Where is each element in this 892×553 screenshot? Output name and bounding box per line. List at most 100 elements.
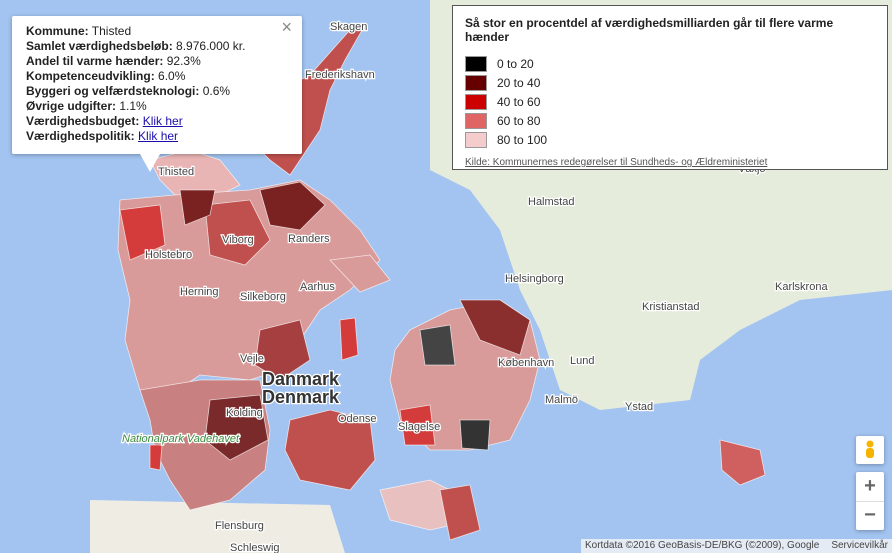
info-label: Byggeri og velfærdsteknologi: xyxy=(26,84,200,98)
region xyxy=(719,439,766,486)
legend-label: 0 to 20 xyxy=(497,56,534,71)
region xyxy=(179,189,216,226)
region xyxy=(204,199,271,266)
region xyxy=(329,254,391,293)
info-label: Kompetenceudvikling: xyxy=(26,69,155,83)
region xyxy=(439,484,481,541)
region xyxy=(459,299,531,356)
region xyxy=(459,419,491,451)
place-label: Slagelse xyxy=(398,421,440,433)
place-label: Malmö xyxy=(545,394,578,406)
legend-swatch xyxy=(465,112,487,129)
info-row: Byggeri og velfærdsteknologi: 0.6% xyxy=(26,84,288,99)
info-label: Værdighedspolitik: xyxy=(26,129,135,143)
region xyxy=(284,409,376,491)
legend-swatch xyxy=(465,74,487,91)
legend-label: 20 to 40 xyxy=(497,75,541,90)
info-label: Værdighedsbudget: xyxy=(26,114,140,128)
info-row: Værdighedsbudget: Klik her xyxy=(26,114,288,129)
info-value: 0.6% xyxy=(202,84,231,98)
place-label: København xyxy=(498,357,554,369)
place-label: Vejle xyxy=(240,353,264,365)
legend-label: 40 to 60 xyxy=(497,94,541,109)
place-label: Thisted xyxy=(158,166,194,178)
place-label: Aarhus xyxy=(300,281,335,293)
place-label: Lund xyxy=(570,355,594,367)
legend-items: 0 to 20 20 to 40 40 to 60 60 to 80 80 to 100 xyxy=(461,54,879,149)
place-label: Schleswig xyxy=(230,542,280,553)
info-link[interactable]: Klik her xyxy=(142,114,183,128)
place-label: Herning xyxy=(180,286,219,298)
legend-item: 20 to 40 xyxy=(465,73,879,92)
info-value: 8.976.000 kr. xyxy=(176,39,246,53)
place-label: Viborg xyxy=(222,234,254,246)
place-label: Holstebro xyxy=(145,249,192,261)
place-label: Silkeborg xyxy=(240,291,286,303)
info-label: Samlet værdighedsbeløb: xyxy=(26,39,173,53)
legend-item: 60 to 80 xyxy=(465,111,879,130)
info-row: Værdighedspolitik: Klik her xyxy=(26,129,288,144)
pegman[interactable] xyxy=(856,436,884,464)
place-label: Kolding xyxy=(226,407,263,419)
place-label: Helsingborg xyxy=(505,273,564,285)
place-label: Halmstad xyxy=(528,196,574,208)
place-label: Frederikshavn xyxy=(305,69,375,81)
info-value: 92.3% xyxy=(166,54,201,68)
info-value: Thisted xyxy=(91,24,132,38)
park-label: Nationalpark Vadehavet xyxy=(122,433,240,445)
region xyxy=(399,404,436,446)
legend-swatch xyxy=(465,93,487,110)
legend-label: 80 to 100 xyxy=(497,132,548,147)
source-link[interactable]: Kilde: Kommunernes redegørelser til Sund… xyxy=(465,157,768,168)
zoom-out[interactable]: − xyxy=(856,501,884,531)
map-labels: Skagen Frederikshavn Thisted Viborg Rand… xyxy=(121,20,830,553)
region xyxy=(204,394,269,461)
region xyxy=(339,317,359,361)
legend-label: 60 to 80 xyxy=(497,113,541,128)
place-label: Skagen xyxy=(330,21,367,33)
legend-title: Så stor en procentdel af værdighedsmilli… xyxy=(465,16,834,44)
terms-link[interactable]: Servicevilkår xyxy=(831,540,888,551)
info-rows: Kommune: Thisted Samlet værdighedsbeløb: … xyxy=(26,24,288,144)
legend-swatch xyxy=(465,55,487,72)
place-label: Randers xyxy=(288,233,330,245)
info-label: Øvrige udgifter: xyxy=(26,99,117,113)
germany xyxy=(90,500,345,553)
place-label: Kristianstad xyxy=(642,301,699,313)
info-value: 6.0% xyxy=(158,69,186,83)
info-row: Øvrige udgifter: 1.1% xyxy=(26,99,288,114)
region xyxy=(419,324,456,366)
place-label: Odense xyxy=(338,413,377,425)
legend-item: 0 to 20 xyxy=(465,54,879,73)
info-popup: × Kommune: Thisted Samlet værdighedsbeløb… xyxy=(12,16,302,154)
legend-item: 80 to 100 xyxy=(465,130,879,149)
country-label: Danmark xyxy=(262,369,340,389)
place-label: Karlskrona xyxy=(775,281,828,293)
pegman-icon xyxy=(866,440,874,458)
zoom-in[interactable]: + xyxy=(864,475,876,497)
region xyxy=(254,319,311,381)
attribution-bar: Kortdata ©2016 GeoBasis-DE/BKG (©2009), … xyxy=(581,539,892,553)
info-label: Kommune: xyxy=(26,24,89,38)
legend-swatch xyxy=(465,131,487,148)
country-label: Denmark xyxy=(262,387,340,407)
info-row: Kompetenceudvikling: 6.0% xyxy=(26,69,288,84)
legend: Så stor en procentdel af værdighedsmilli… xyxy=(452,5,888,170)
info-value: 1.1% xyxy=(119,99,147,113)
close-button[interactable]: × xyxy=(281,17,292,37)
info-row: Kommune: Thisted xyxy=(26,24,288,39)
zoom-control: + − xyxy=(856,472,884,530)
region xyxy=(119,204,166,261)
info-row: Samlet værdighedsbeløb: 8.976.000 kr. xyxy=(26,39,288,54)
attribution: Kortdata ©2016 GeoBasis-DE/BKG (©2009), … xyxy=(585,540,820,551)
region xyxy=(149,444,163,471)
info-row: Andel til varme hænder: 92.3% xyxy=(26,54,288,69)
legend-item: 40 to 60 xyxy=(465,92,879,111)
info-link[interactable]: Klik her xyxy=(138,129,179,143)
info-label: Andel til varme hænder: xyxy=(26,54,164,68)
place-label: Flensburg xyxy=(215,520,264,532)
popup-pointer xyxy=(140,154,160,172)
municipalities xyxy=(117,24,766,541)
